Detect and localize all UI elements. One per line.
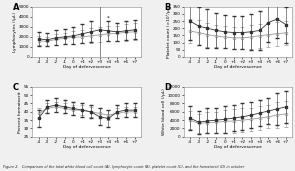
Y-axis label: Platelet count (×10³/μL): Platelet count (×10³/μL) <box>166 5 171 58</box>
Text: *: * <box>107 16 110 21</box>
X-axis label: Day of defervescence: Day of defervescence <box>63 65 110 69</box>
X-axis label: Day of defervescence: Day of defervescence <box>214 65 262 69</box>
Text: C: C <box>13 83 19 92</box>
Text: Figure 2.   Comparison of the total white blood cell count (A), lymphocyte count: Figure 2. Comparison of the total white … <box>3 165 244 169</box>
Y-axis label: Percent hematocrit: Percent hematocrit <box>18 91 22 133</box>
Text: B: B <box>164 3 171 12</box>
Text: A: A <box>13 3 19 12</box>
Text: D: D <box>164 83 171 92</box>
Y-axis label: Lymphocytes (/μL): Lymphocytes (/μL) <box>13 12 17 52</box>
X-axis label: Day of defervescence: Day of defervescence <box>63 145 110 149</box>
Y-axis label: White blood cell (/μL): White blood cell (/μL) <box>162 88 165 135</box>
X-axis label: Day of defervescence: Day of defervescence <box>214 145 262 149</box>
